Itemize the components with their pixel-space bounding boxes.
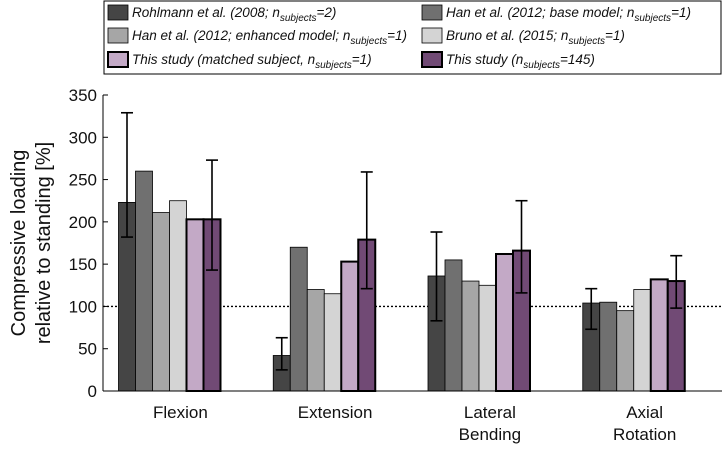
bar-s1-c1 xyxy=(289,246,308,392)
legend-label-5: This study (nsubjects=145) xyxy=(446,52,595,71)
legend-label-2: Han et al. (2012; enhanced model; nsubje… xyxy=(132,28,407,47)
bar-s2-c2 xyxy=(461,280,480,392)
x-category-label-line: Bending xyxy=(459,425,521,444)
legend-label-0: Rohlmann et al. (2008; nsubjects=2) xyxy=(132,5,336,24)
x-category-label-line: Extension xyxy=(298,403,373,422)
legend-label-tail: =2) xyxy=(317,5,337,20)
x-category-label-line: Lateral xyxy=(464,403,516,422)
y-axis-title-text: Compressive loading relative to standing … xyxy=(8,142,55,344)
legend-swatch-0 xyxy=(107,4,129,21)
legend-swatch-3 xyxy=(421,27,443,44)
y-tick-label: 100 xyxy=(69,297,97,316)
x-category-label-line: Axial xyxy=(626,403,663,422)
legend-label-tail: =1) xyxy=(605,28,625,43)
chart-legend: Rohlmann et al. (2008; nsubjects=2) Han e… xyxy=(103,0,722,75)
x-category-label: Extension xyxy=(298,403,373,422)
y-tick-label: 200 xyxy=(69,213,97,232)
axes-group xyxy=(102,95,722,392)
legend-label-subscript: subjects xyxy=(568,36,605,47)
legend-label-tail: =1) xyxy=(352,52,372,67)
y-axis-title-line: relative to standing [%] xyxy=(33,142,55,344)
legend-swatch-5 xyxy=(421,51,443,68)
bar-s4-c1 xyxy=(340,260,360,392)
legend-label-main: This study (matched subject, n xyxy=(132,52,315,67)
y-axis-title: Compressive loading relative to standing … xyxy=(8,142,55,344)
legend-label-main: Rohlmann et al. (2008; n xyxy=(132,5,280,20)
legend-label-subscript: subjects xyxy=(280,13,317,24)
bar-s4-c2 xyxy=(495,252,514,392)
y-tick-label: 150 xyxy=(69,255,97,274)
legend-label-subscript: subjects xyxy=(634,13,671,24)
bar-s2-c0 xyxy=(152,212,170,392)
x-category-label: Axial Rotation xyxy=(613,403,676,444)
bar-s1-c2 xyxy=(444,259,463,392)
legend-label-main: Han et al. (2012; enhanced model; n xyxy=(132,28,350,43)
y-axis-title-line: Compressive loading xyxy=(8,150,30,337)
x-category-label: Lateral Bending xyxy=(459,403,521,444)
bar-s3-c1 xyxy=(323,293,342,392)
legend-label-tail: =1) xyxy=(387,28,407,43)
x-categories-group: Flexion Extension Lateral Bending Axial Rotat… xyxy=(153,403,676,444)
bar-s1-c3 xyxy=(599,301,618,392)
x-category-label-line: Rotation xyxy=(613,425,676,444)
bar-s3-c0 xyxy=(169,200,187,392)
legend-label-1: Han et al. (2012; base model; nsubjects=… xyxy=(446,5,691,24)
legend-swatch-4 xyxy=(107,51,129,68)
y-ticks-group: 0 50 100 150 200 250 300 350 xyxy=(69,86,108,401)
bar-s1-c0 xyxy=(135,170,153,392)
legend-label-3: Bruno et al. (2015; nsubjects=1) xyxy=(446,28,625,47)
y-tick-label: 250 xyxy=(69,171,97,190)
bar-s2-c3 xyxy=(616,310,635,392)
bar-s2-c1 xyxy=(306,289,325,392)
legend-label-subscript: subjects xyxy=(523,60,560,71)
x-category-label-line: Flexion xyxy=(153,403,208,422)
bar-s3-c2 xyxy=(478,284,497,392)
legend-label-tail: =1) xyxy=(671,5,691,20)
legend-swatch-2 xyxy=(107,27,129,44)
legend-label-main: Bruno et al. (2015; n xyxy=(446,28,568,43)
bar-s4-c0 xyxy=(185,218,205,392)
legend-label-main: Han et al. (2012; base model; n xyxy=(446,5,634,20)
bars-group xyxy=(118,170,686,393)
legend-label-4: This study (matched subject, nsubjects=1… xyxy=(132,52,372,71)
legend-label-subscript: subjects xyxy=(350,36,387,47)
y-tick-label: 300 xyxy=(69,128,97,147)
bar-s3-c3 xyxy=(633,289,652,392)
y-tick-label: 0 xyxy=(88,382,97,401)
y-tick-label: 350 xyxy=(69,86,97,105)
legend-label-main: This study (n xyxy=(446,52,523,67)
y-tick-label: 50 xyxy=(78,340,97,359)
legend-box xyxy=(103,0,722,75)
legend-label-subscript: subjects xyxy=(315,60,352,71)
bar-s4-c3 xyxy=(649,278,669,393)
x-category-label: Flexion xyxy=(153,403,208,422)
legend-swatch-1 xyxy=(421,4,443,21)
legend-label-tail: =145) xyxy=(560,52,595,67)
error-bars-group xyxy=(121,111,683,371)
